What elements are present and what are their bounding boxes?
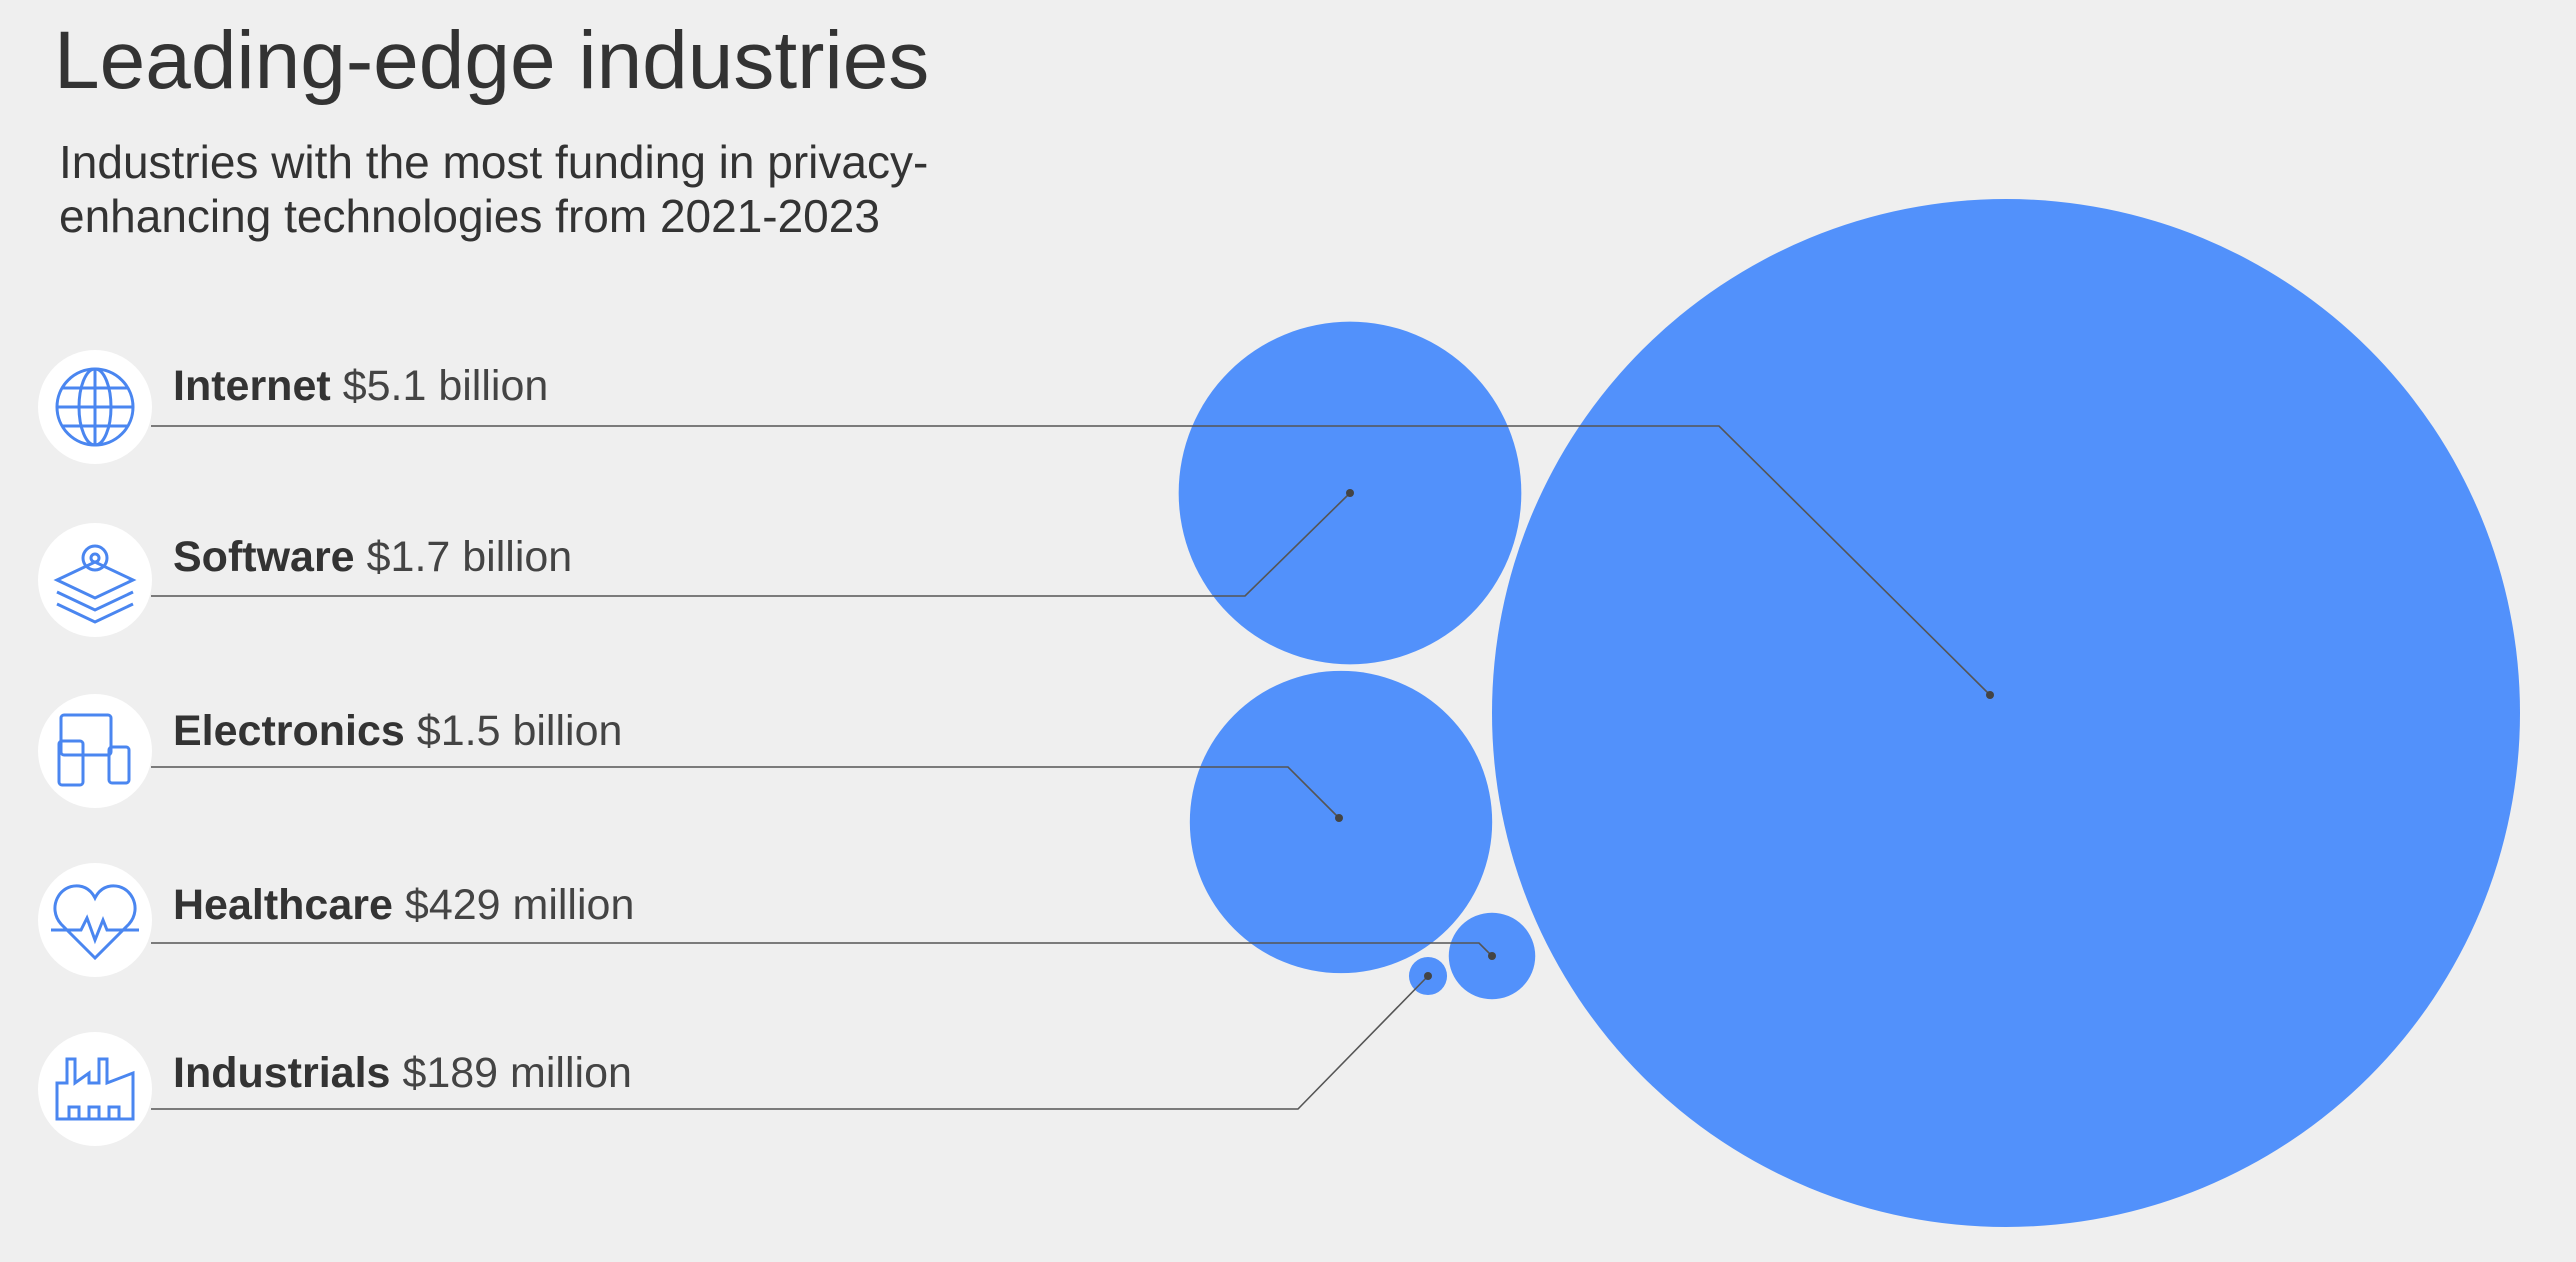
value-label: $5.1 billion: [343, 362, 549, 410]
bubble-label: Internet $5.1 billion: [173, 362, 548, 410]
leader-dot: [1424, 972, 1432, 980]
leader-dot: [1986, 691, 1994, 699]
category-name: Healthcare: [173, 881, 393, 929]
leader-line: [151, 492, 1351, 597]
bubble: [1189, 670, 1493, 974]
bubble-label: Software $1.7 billion: [173, 533, 572, 581]
labels: Internet $5.1 billion Software $1.7 billion…: [173, 362, 634, 1097]
icons: [38, 350, 152, 1146]
bubble-label: Electronics $1.5 billion: [173, 707, 622, 755]
subtitle-line: enhancing technologies from 2021-2023: [59, 190, 880, 242]
leader-dot: [1488, 952, 1496, 960]
globe-icon: [38, 350, 152, 464]
value-label: $1.7 billion: [367, 533, 573, 581]
software-icon: [38, 523, 152, 637]
heart-icon: [38, 863, 152, 977]
bubble-label: Industrials $189 million: [173, 1049, 632, 1097]
category-name: Internet: [173, 362, 331, 410]
value-label: $1.5 billion: [417, 707, 623, 755]
leader-dot: [1346, 489, 1354, 497]
leader-line: [151, 975, 1429, 1110]
factory-icon: [38, 1032, 152, 1146]
bubble-label: Healthcare $429 million: [173, 881, 634, 929]
leader-line: [151, 942, 1493, 957]
category-name: Electronics: [173, 707, 405, 755]
subtitle-line: Industries with the most funding in priv…: [59, 136, 928, 188]
category-name: Industrials: [173, 1049, 390, 1097]
leader-dot: [1335, 814, 1343, 822]
category-name: Software: [173, 533, 355, 581]
leaders: [151, 425, 1994, 1110]
value-label: $189 million: [402, 1049, 631, 1097]
chart-title: Leading-edge industries: [54, 15, 929, 106]
value-label: $429 million: [405, 881, 634, 929]
devices-icon: [38, 694, 152, 808]
bubble: [1492, 199, 2520, 1227]
leader-line: [151, 425, 1991, 696]
leader-line: [151, 766, 1340, 819]
